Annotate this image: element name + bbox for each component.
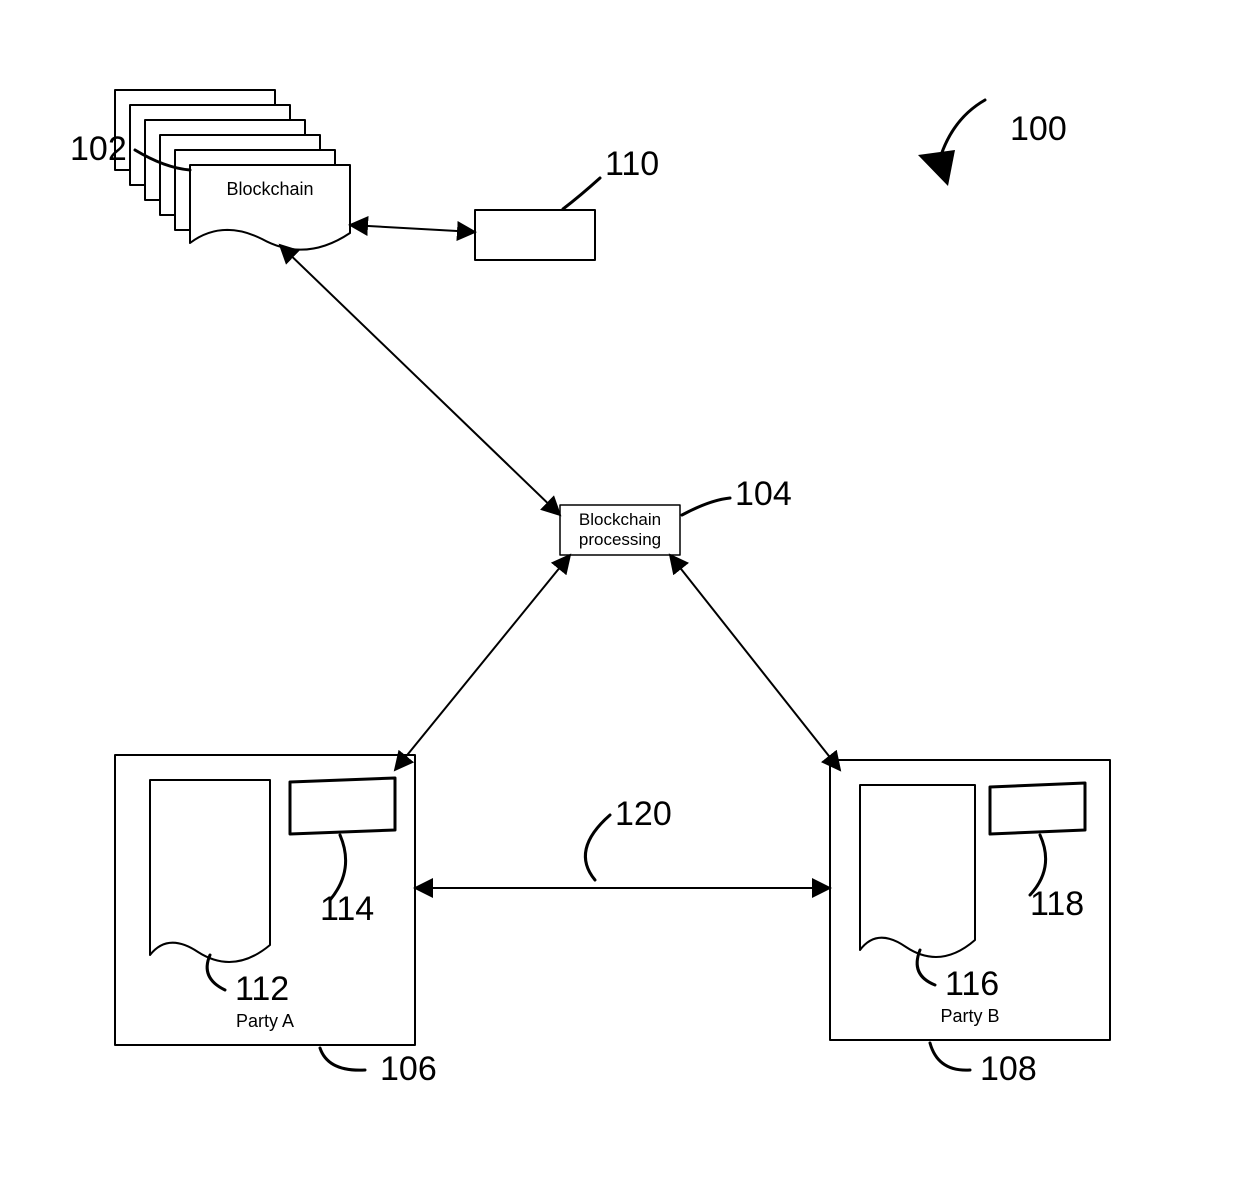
ref-106: 106: [380, 1050, 437, 1088]
leader-104: [682, 498, 730, 515]
leader-120: [585, 815, 610, 880]
processing-label-2: processing: [579, 530, 661, 549]
ref-120: 120: [615, 795, 672, 833]
ref-114: 114: [320, 890, 374, 928]
leader-108: [930, 1043, 970, 1070]
ref-116: 116: [945, 965, 999, 1003]
edge-chain-proc: [280, 245, 560, 515]
party-a-label: Party A: [236, 1011, 294, 1031]
edge-b-proc: [670, 555, 840, 770]
ref-108: 108: [980, 1050, 1037, 1088]
ref-112: 112: [235, 970, 289, 1008]
party-b-smallbox: [990, 783, 1085, 834]
leader-100-head: [918, 150, 955, 186]
ref-102: 102: [70, 130, 127, 168]
party-a-smallbox: [290, 778, 395, 834]
ref-100: 100: [1010, 110, 1067, 148]
ref-110: 110: [605, 145, 659, 183]
node-110: [475, 210, 595, 260]
edge-chain-110: [350, 225, 475, 232]
edge-a-proc: [395, 555, 570, 770]
leader-106: [320, 1048, 365, 1070]
party-b-label: Party B: [940, 1006, 999, 1026]
ref-118: 118: [1030, 885, 1084, 923]
blockchain-label: Blockchain: [226, 179, 313, 199]
ref-104: 104: [735, 475, 792, 513]
party-b-doc: [860, 785, 975, 957]
party-a-doc: [150, 780, 270, 962]
leader-110: [563, 178, 600, 209]
blockchain-stack-front: [190, 165, 350, 250]
processing-label-1: Blockchain: [579, 510, 661, 529]
